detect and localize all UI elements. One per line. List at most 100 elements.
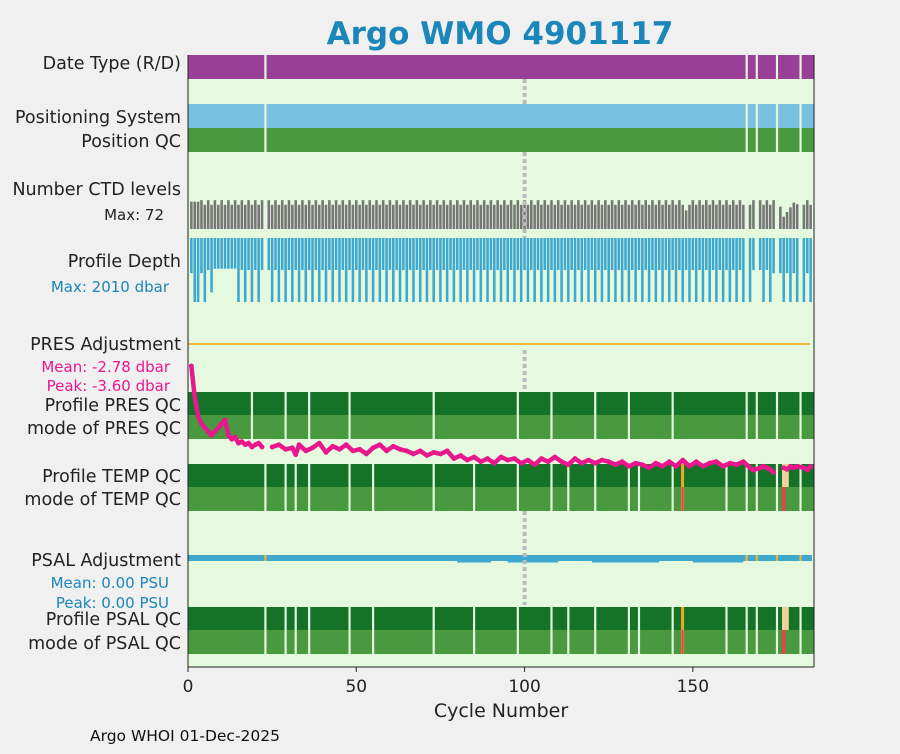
ctd-level-bar	[516, 200, 520, 229]
ctd-level-bar	[435, 200, 439, 229]
pres-adjustment-point	[404, 448, 410, 454]
ctd-level-bar	[597, 200, 600, 229]
profile-depth-bar	[267, 238, 271, 270]
position-qc-band	[188, 128, 814, 152]
pres-adjustment-point	[276, 442, 282, 448]
label-profile-temp-qc: Profile TEMP QC	[42, 467, 181, 487]
pres-adjustment-point	[673, 463, 679, 469]
ctd-level-bar	[398, 204, 402, 229]
ctd-level-bar	[307, 200, 311, 229]
ctd-level-bar	[674, 204, 678, 229]
profile-depth-bar	[287, 238, 291, 270]
profile-psal-qc-gap	[799, 607, 802, 630]
mode-psal-qc-gap	[294, 630, 297, 654]
ctd-level-bar	[678, 200, 681, 229]
profile-depth-bar	[617, 238, 621, 270]
ctd-level-bar	[220, 200, 223, 229]
profile-depth-bar	[701, 238, 705, 302]
pres-adjustment-point	[222, 417, 228, 423]
pres-adjustment-point	[205, 429, 211, 434]
ctd-level-bar	[536, 200, 540, 229]
ctd-level-bar	[725, 200, 728, 229]
profile-depth-bar	[331, 238, 335, 302]
psal-mean-annotation: Mean: 0.00 PSU	[51, 574, 169, 592]
ctd-level-bar	[284, 204, 287, 229]
ctd-level-bar	[200, 200, 203, 229]
profile-depth-bar	[513, 238, 516, 302]
mode-temp-qc-gap	[594, 487, 597, 511]
profile-depth-bar	[429, 238, 432, 270]
mode-pres-qc-gap	[799, 415, 802, 439]
profile-depth-bar	[486, 238, 489, 302]
pres-adjustment-point	[491, 460, 497, 466]
ctd-level-bar	[392, 204, 395, 229]
profile-depth-bar	[705, 238, 708, 270]
profile-psal-qc-gap	[264, 607, 267, 630]
profile-depth-bar	[260, 238, 264, 270]
ctd-level-bar	[785, 211, 789, 229]
profile-depth-bar	[795, 238, 799, 302]
profile-depth-bar	[647, 238, 651, 302]
mode-temp-qc-gap	[637, 487, 641, 511]
pres-adjustment-point	[505, 457, 511, 463]
pres-adjustment-point	[639, 462, 645, 468]
profile-psal-qc-gap	[308, 607, 311, 630]
mode-pres-qc-gap	[627, 415, 630, 439]
profile-depth-bar	[358, 238, 361, 302]
ctd-level-bar	[661, 204, 664, 229]
ctd-level-bar	[314, 200, 318, 229]
profile-depth-bar	[684, 238, 688, 270]
mode-temp-qc-flag-4	[782, 487, 786, 511]
pres-adjustment-series	[188, 363, 814, 475]
ctd-level-bar	[297, 204, 301, 229]
pres-adjustment-point	[767, 466, 773, 472]
profile-depth-bar	[324, 238, 328, 302]
pres-adjustment-point	[424, 453, 430, 458]
profile-depth-bar	[516, 238, 520, 270]
profile-psal-qc-gap	[372, 607, 375, 630]
profile-temp-qc-gap	[755, 464, 758, 487]
profile-depth-bar	[412, 238, 415, 302]
label-position-qc: Position QC	[81, 132, 181, 152]
mode-psal-qc-gap	[472, 630, 476, 654]
profile-depth-bar	[455, 238, 459, 270]
profile-psal-qc-gap	[745, 607, 748, 630]
position-qc-gap	[745, 128, 748, 152]
pres-adjustment-point	[599, 457, 605, 463]
ctd-level-bar	[731, 200, 735, 229]
ctd-level-bar	[758, 200, 762, 229]
profile-temp-qc-gap	[348, 464, 351, 487]
mode-temp-qc-gap	[472, 487, 476, 511]
pres-adjustment-point	[232, 434, 238, 440]
pres-adjustment-point	[337, 446, 342, 452]
date-type-gap	[799, 55, 802, 79]
label-positioning-system: Positioning System	[15, 108, 181, 128]
ctd-level-bar	[378, 204, 382, 229]
profile-psal-qc-gap	[567, 607, 570, 630]
profile-depth-bar	[466, 238, 469, 302]
profile-depth-bar	[735, 238, 738, 302]
profile-depth-bar	[385, 238, 388, 302]
profile-depth-bar	[779, 238, 782, 274]
mode-psal-qc-gap	[372, 630, 375, 654]
profile-depth-bar	[230, 238, 234, 269]
profile-depth-bar	[240, 238, 244, 270]
profile-depth-bar	[432, 238, 435, 302]
psal-adjustment-gap	[755, 555, 758, 561]
ctd-level-bar	[274, 200, 277, 229]
pres-adjustment-point	[199, 421, 204, 427]
profile-psal-qc-flag-b	[785, 607, 789, 630]
psal-peak-annotation: Peak: 0.00 PSU	[56, 594, 169, 612]
profile-depth-bar	[674, 238, 678, 302]
pres-adjustment-point	[289, 445, 295, 451]
profile-depth-bar	[405, 238, 409, 302]
profile-temp-qc-gap	[725, 464, 728, 487]
ctd-level-bar	[247, 200, 250, 229]
profile-psal-qc-gap	[627, 607, 630, 630]
profile-depth-bar	[553, 238, 557, 302]
ctd-level-bar	[449, 200, 452, 229]
ctd-level-bar	[213, 200, 217, 229]
label-profile-psal-qc: Profile PSAL QC	[46, 610, 181, 630]
profile-depth-bar	[439, 238, 442, 302]
profile-depth-bar	[651, 238, 654, 270]
